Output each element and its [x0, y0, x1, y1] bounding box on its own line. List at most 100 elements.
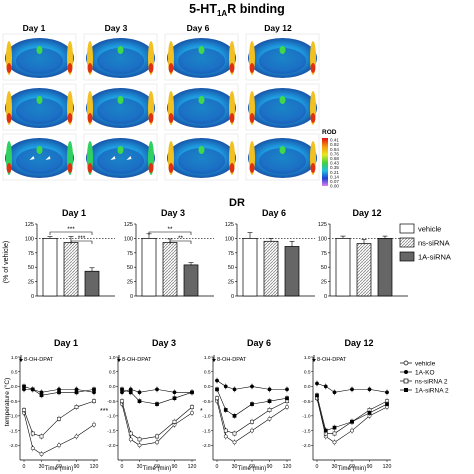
legend-label: ns-siRNA 2	[415, 379, 448, 386]
data-point	[332, 390, 337, 395]
legend-swatch-vehicle	[399, 223, 415, 234]
y-tick-label: 75	[127, 251, 133, 257]
injection-arrowhead	[117, 359, 121, 362]
data-point	[250, 384, 254, 389]
x-tick-label: 30	[332, 464, 338, 470]
legend-marker-1a-ko	[404, 370, 408, 374]
y-tick-label: -2.0	[202, 443, 211, 449]
series-line	[216, 389, 288, 417]
bar	[84, 270, 100, 297]
arrow-marker	[126, 156, 132, 160]
data-point	[385, 390, 389, 395]
brain-core	[16, 48, 63, 74]
hippocampus-hotspot	[87, 163, 93, 173]
rod-color-bar	[322, 138, 328, 186]
line-chart: Day 6 -2.0 -1.5 -1.0 -0.5 0.0 0.5 1.0 0 30 60 90 120…	[202, 338, 291, 472]
data-point	[128, 437, 133, 442]
x-axis-label: Time (min)	[143, 466, 171, 472]
data-point	[232, 414, 237, 418]
y-tick-label: -1.0	[202, 414, 211, 420]
hippocampus-hotspot	[168, 113, 174, 123]
y-tick-label: -1.0	[9, 414, 18, 420]
y-tick-label: 0.5	[304, 370, 311, 376]
drug-label: 8-OH-DPAT	[122, 357, 152, 363]
data-point	[350, 428, 354, 433]
data-point	[57, 390, 61, 395]
hippocampus-hotspot	[310, 163, 316, 173]
y-tick-label: 100	[25, 236, 34, 242]
data-point	[172, 396, 177, 401]
x-tick-label: 0	[23, 464, 26, 470]
data-point	[223, 428, 228, 433]
legend-label: 1A-KO	[415, 370, 435, 377]
data-point	[315, 393, 319, 398]
midline-region	[117, 146, 124, 154]
legend-marker-1a-sirna2	[404, 388, 408, 392]
y-tick-label: -1.5	[9, 428, 18, 434]
bar	[377, 238, 393, 297]
data-point	[74, 434, 79, 439]
data-point	[332, 425, 337, 430]
y-tick-label: 1.0	[204, 355, 211, 361]
hippocampus-hotspot	[148, 113, 154, 123]
brain-section-image	[83, 133, 158, 181]
panel-b-title: DR	[229, 197, 245, 209]
legend-marker-ns-sirna2	[403, 378, 409, 384]
series-line	[23, 400, 95, 437]
data-point	[232, 387, 237, 392]
arrow-marker	[45, 156, 51, 160]
data-point	[57, 416, 61, 421]
significance-label: ***	[67, 226, 75, 233]
y-tick-label: 100	[124, 236, 133, 242]
y-tick-label: -2.0	[107, 443, 116, 449]
panel-b-ylabel: (% of vehicle)	[3, 241, 10, 283]
bar	[162, 242, 178, 297]
y-tick-label: 0	[31, 294, 34, 300]
rod-tick-label: 0.00	[330, 184, 339, 189]
line-chart-title: Day 12	[344, 338, 373, 348]
x-tick-label: 60	[154, 464, 160, 470]
data-point	[137, 443, 142, 448]
y-tick-label: -1.0	[107, 414, 116, 420]
hippocampus-hotspot	[67, 163, 73, 173]
brain-section-image	[164, 133, 239, 181]
rod-label: ROD	[322, 129, 337, 136]
y-tick-label: 0.0	[204, 384, 211, 390]
brain-core	[178, 148, 225, 174]
brain-section-image	[83, 33, 158, 81]
x-tick-label: 90	[367, 464, 373, 470]
data-point	[332, 431, 337, 436]
brain-core	[259, 148, 306, 174]
brain-section-image	[245, 133, 320, 181]
bar	[242, 238, 258, 297]
injection-arrowhead	[212, 359, 216, 362]
data-point	[172, 419, 177, 424]
data-point	[267, 399, 272, 403]
legend-label: 1A-siRNA	[418, 253, 451, 262]
data-point	[30, 446, 35, 451]
y-tick-label: -0.5	[202, 399, 211, 405]
x-tick-label: 60	[249, 464, 255, 470]
significance-label: *	[200, 408, 203, 415]
data-point	[30, 431, 35, 436]
x-tick-label: 120	[90, 464, 99, 470]
y-tick-label: 50	[127, 265, 133, 271]
bar	[42, 238, 58, 297]
x-tick-label: 30	[39, 464, 45, 470]
hippocampus-hotspot	[249, 113, 255, 123]
data-point	[57, 443, 61, 448]
data-point	[367, 411, 372, 415]
midline-region	[117, 46, 124, 54]
rod-tick-label: 0.35	[330, 165, 339, 170]
significance-label: ***	[100, 408, 108, 415]
brain-core	[259, 98, 306, 124]
hippocampus-hotspot	[168, 163, 174, 173]
bar	[356, 243, 372, 297]
brain-core	[259, 48, 306, 74]
data-point	[223, 384, 228, 389]
line-chart-title: Day 1	[54, 338, 78, 348]
hippocampus-hotspot	[87, 113, 93, 123]
series-line	[121, 401, 193, 440]
y-tick-label: 0.0	[109, 384, 116, 390]
data-point	[137, 399, 142, 403]
